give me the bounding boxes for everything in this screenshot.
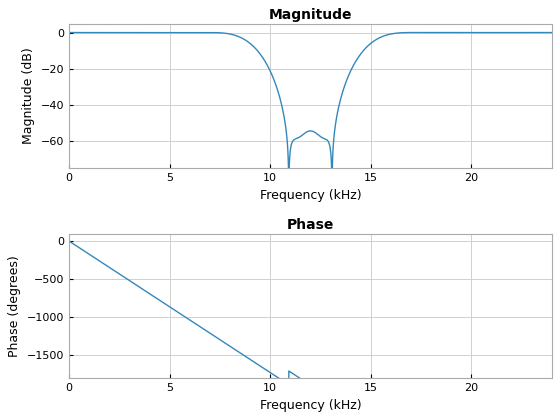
Title: Phase: Phase xyxy=(287,218,334,232)
Title: Magnitude: Magnitude xyxy=(269,8,352,22)
Y-axis label: Magnitude (dB): Magnitude (dB) xyxy=(22,47,35,144)
Y-axis label: Phase (degrees): Phase (degrees) xyxy=(8,255,21,357)
X-axis label: Frequency (kHz): Frequency (kHz) xyxy=(260,399,361,412)
X-axis label: Frequency (kHz): Frequency (kHz) xyxy=(260,189,361,202)
